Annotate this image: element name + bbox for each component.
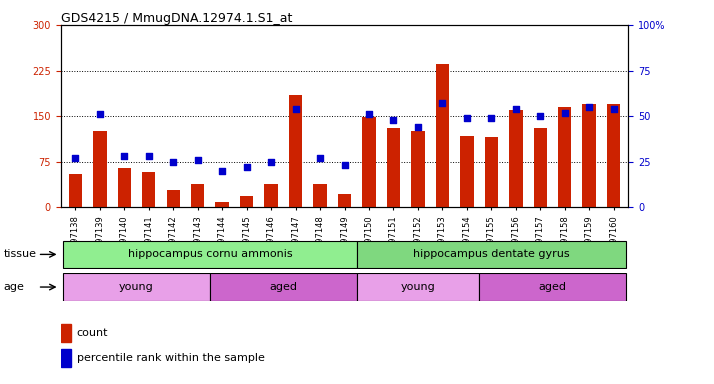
Bar bbox=[485, 137, 498, 207]
Text: young: young bbox=[119, 282, 154, 292]
Text: young: young bbox=[401, 282, 436, 292]
Text: GDS4215 / MmugDNA.12974.1.S1_at: GDS4215 / MmugDNA.12974.1.S1_at bbox=[61, 12, 292, 25]
Bar bbox=[387, 128, 400, 207]
Bar bbox=[63, 273, 210, 301]
Point bbox=[338, 162, 350, 169]
Point bbox=[486, 115, 497, 121]
Point bbox=[290, 106, 301, 112]
Point bbox=[437, 100, 448, 106]
Bar bbox=[69, 174, 82, 207]
Text: tissue: tissue bbox=[4, 249, 36, 260]
Bar bbox=[362, 118, 376, 207]
Bar bbox=[61, 349, 71, 367]
Point bbox=[388, 117, 399, 123]
Bar bbox=[533, 128, 547, 207]
Point bbox=[608, 106, 619, 112]
Point bbox=[192, 157, 203, 163]
Point bbox=[412, 124, 423, 130]
Text: aged: aged bbox=[269, 282, 297, 292]
Bar bbox=[460, 136, 473, 207]
Bar bbox=[118, 168, 131, 207]
Point bbox=[119, 153, 130, 159]
Bar bbox=[166, 190, 180, 207]
Bar bbox=[191, 184, 204, 207]
Bar bbox=[436, 65, 449, 207]
Point bbox=[314, 155, 326, 161]
Bar bbox=[411, 131, 425, 207]
Text: aged: aged bbox=[538, 282, 566, 292]
Bar bbox=[607, 104, 620, 207]
Point bbox=[559, 109, 570, 116]
Point bbox=[168, 159, 179, 165]
Text: count: count bbox=[77, 328, 109, 338]
Bar bbox=[558, 107, 571, 207]
Point bbox=[363, 111, 375, 118]
Bar bbox=[63, 240, 357, 268]
Bar bbox=[583, 104, 596, 207]
Point bbox=[143, 153, 154, 159]
Point bbox=[266, 159, 277, 165]
Bar bbox=[264, 184, 278, 207]
Text: percentile rank within the sample: percentile rank within the sample bbox=[77, 353, 265, 363]
Point bbox=[94, 111, 106, 118]
Bar bbox=[479, 273, 626, 301]
Bar bbox=[509, 110, 523, 207]
Bar bbox=[210, 273, 357, 301]
Point bbox=[216, 168, 228, 174]
Bar bbox=[338, 194, 351, 207]
Bar bbox=[142, 172, 156, 207]
Point bbox=[70, 155, 81, 161]
Bar bbox=[357, 240, 626, 268]
Text: hippocampus cornu ammonis: hippocampus cornu ammonis bbox=[128, 249, 292, 260]
Bar bbox=[93, 131, 106, 207]
Text: age: age bbox=[4, 282, 24, 292]
Point bbox=[461, 115, 473, 121]
Text: hippocampus dentate gyrus: hippocampus dentate gyrus bbox=[413, 249, 570, 260]
Point bbox=[535, 113, 546, 119]
Bar bbox=[289, 95, 302, 207]
Point bbox=[583, 104, 595, 110]
Bar bbox=[240, 197, 253, 207]
Point bbox=[510, 106, 521, 112]
Bar bbox=[216, 202, 229, 207]
Point bbox=[241, 164, 252, 170]
Bar bbox=[313, 184, 327, 207]
Bar bbox=[357, 273, 479, 301]
Bar bbox=[61, 324, 71, 342]
